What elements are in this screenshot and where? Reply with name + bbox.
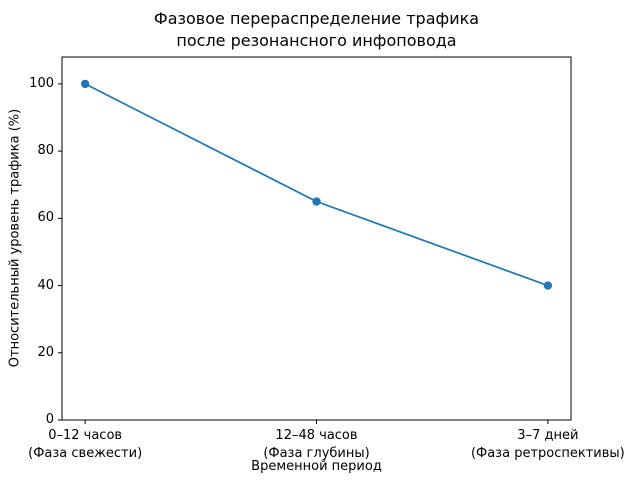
x-axis-label: Временной период <box>251 459 382 474</box>
data-line <box>84 83 549 287</box>
x-tick-label: 0–12 часов (Фаза свежести) <box>28 428 143 461</box>
x-tick-label: 12–48 часов (Фаза глубины) <box>263 428 370 461</box>
y-tick-label: 80 <box>37 143 54 159</box>
y-tick-label: 0 <box>45 412 54 427</box>
data-point <box>543 281 553 290</box>
y-tick-label: 40 <box>37 277 54 293</box>
data-point <box>312 197 321 206</box>
data-point <box>80 79 90 89</box>
x-tick-label: 3–7 дней (Фаза ретроспективы) <box>470 428 625 461</box>
y-tick-label: 20 <box>37 344 54 360</box>
y-tick-label: 100 <box>29 75 54 91</box>
chart-title: Фазовое перераспределение трафика после … <box>153 9 480 50</box>
y-tick-label: 60 <box>37 210 54 226</box>
